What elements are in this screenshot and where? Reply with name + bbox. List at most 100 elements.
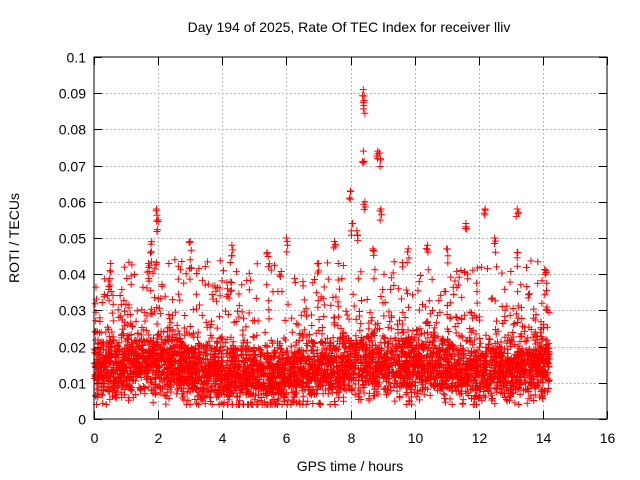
data-point (269, 288, 277, 296)
data-point (448, 352, 456, 360)
data-point (503, 358, 511, 366)
data-point (503, 379, 511, 387)
data-point (298, 387, 306, 395)
data-point (340, 384, 348, 392)
data-point (320, 352, 328, 360)
data-point (530, 379, 538, 387)
data-point (504, 331, 512, 339)
data-point (259, 381, 267, 389)
data-point (347, 187, 355, 195)
data-point (236, 389, 244, 397)
data-point (462, 223, 470, 231)
data-point (496, 343, 504, 351)
data-point (448, 401, 456, 409)
data-point (118, 393, 126, 401)
data-point (111, 354, 119, 362)
data-point (408, 400, 416, 408)
data-point (485, 335, 493, 343)
data-point (175, 290, 183, 298)
data-point (239, 331, 247, 339)
data-point (98, 298, 106, 306)
data-point (299, 282, 307, 290)
data-point (508, 337, 516, 345)
data-point (421, 303, 429, 311)
data-point (211, 282, 219, 290)
data-point (418, 369, 426, 377)
data-point (100, 358, 108, 366)
data-point (141, 390, 149, 398)
data-point (224, 372, 232, 380)
data-point (359, 381, 367, 389)
data-point (482, 331, 490, 339)
data-point (442, 364, 450, 372)
data-point (116, 361, 124, 369)
data-point (456, 391, 464, 399)
data-point (539, 386, 547, 394)
data-point (545, 339, 553, 347)
data-point (389, 340, 397, 348)
data-point (281, 336, 289, 344)
data-point (488, 376, 496, 384)
data-point (365, 351, 373, 359)
data-point (163, 348, 171, 356)
data-point (431, 324, 439, 332)
data-point (114, 384, 122, 392)
data-point (131, 270, 139, 278)
data-point (109, 386, 117, 394)
data-point (531, 316, 539, 324)
data-point (387, 286, 395, 294)
data-point (180, 324, 188, 332)
data-point (501, 312, 509, 320)
data-point (387, 387, 395, 395)
y-tick-label: 0.1 (67, 50, 87, 66)
data-point (282, 234, 290, 242)
data-point (345, 342, 353, 350)
data-point (320, 283, 328, 291)
data-point (496, 373, 504, 381)
data-point (404, 245, 412, 253)
data-point (284, 396, 292, 404)
data-point (197, 342, 205, 350)
data-point (318, 338, 326, 346)
data-point (129, 394, 137, 402)
data-point (106, 395, 114, 403)
data-point (117, 301, 125, 309)
data-point (289, 363, 297, 371)
data-point (256, 397, 264, 405)
data-point (385, 378, 393, 386)
data-point (311, 375, 319, 383)
data-point (224, 393, 232, 401)
data-point (223, 285, 231, 293)
data-point (512, 310, 520, 318)
data-point (525, 369, 533, 377)
data-point (290, 359, 298, 367)
data-point (534, 258, 542, 266)
data-point (344, 334, 352, 342)
data-point (420, 357, 428, 365)
data-point (403, 388, 411, 396)
data-point (415, 336, 423, 344)
data-point (241, 344, 249, 352)
data-point (216, 284, 224, 292)
data-point (337, 324, 345, 332)
data-point (143, 284, 151, 292)
data-point (303, 332, 311, 340)
data-point (308, 321, 316, 329)
data-point (523, 399, 531, 407)
data-point (425, 297, 433, 305)
data-point (404, 326, 412, 334)
data-point (414, 326, 422, 334)
data-point (213, 388, 221, 396)
data-point (194, 328, 202, 336)
data-point (492, 317, 500, 325)
data-point (359, 343, 367, 351)
data-point (348, 387, 356, 395)
data-point (340, 349, 348, 357)
data-point (325, 385, 333, 393)
data-point (351, 364, 359, 372)
data-point (292, 389, 300, 397)
data-point (112, 351, 120, 359)
data-point (261, 370, 269, 378)
data-points (90, 86, 553, 409)
